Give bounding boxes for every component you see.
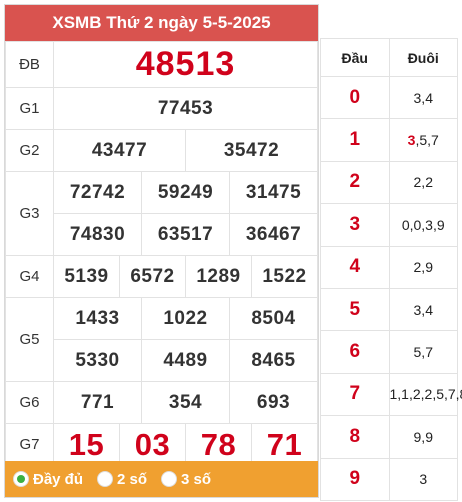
prize-label: G7 [5, 423, 54, 466]
option-2-digits[interactable]: 2 số [97, 471, 147, 488]
loto-row: 8 9,9 [320, 415, 458, 459]
prize-row-g3-b: 74830 63517 36467 [6, 213, 318, 256]
loto-row: 0 3,4 [320, 75, 458, 120]
loto-head: 9 [320, 457, 390, 501]
prize-row-g1: G1 77453 [5, 87, 318, 130]
prize-label: G3 [5, 171, 54, 256]
prize-number: 36467 [245, 223, 302, 245]
loto-head: 0 [320, 75, 390, 120]
loto-row: 5 3,4 [320, 287, 458, 332]
loto-tail-highlight: 3 [407, 132, 416, 149]
results-panel: XSMB Thứ 2 ngày 5-5-2025 ĐB 48513 G1 774… [4, 4, 319, 498]
prize-label: G5 [5, 297, 54, 382]
loto-table: Đầu Đuôi 0 3,4 1 3,5,7 2 2,2 3 0,0,3,9 4… [320, 38, 462, 501]
prize-label: G6 [5, 381, 54, 424]
loto-tail: 1,1,2,2,5,7,8 [388, 372, 462, 417]
loto-head-header: Đầu [320, 38, 390, 77]
loto-row: 3 0,0,3,9 [320, 203, 458, 247]
radio-selected-icon[interactable] [13, 471, 29, 487]
prize-number: 74830 [69, 223, 126, 245]
prize-number: 71 [266, 426, 303, 462]
prize-number: 72742 [69, 181, 126, 203]
prize-row-g6: G6 771 354 693 [5, 381, 318, 424]
prize-row-g2: G2 43477 35472 [5, 129, 318, 172]
prize-number: 771 [80, 391, 115, 413]
prize-row-g3-a: G3 72742 59249 31475 [5, 171, 318, 256]
prize-label: G4 [5, 255, 54, 298]
prize-number: 35472 [223, 139, 280, 161]
radio-icon[interactable] [161, 471, 178, 487]
display-mode-bar: Đầy đủ 2 số 3 số [5, 461, 318, 497]
loto-row: 2 2,2 [320, 160, 458, 205]
prize-label: G1 [5, 87, 54, 130]
results-title: XSMB Thứ 2 ngày 5-5-2025 [5, 5, 318, 41]
loto-row: 9 3 [320, 457, 458, 501]
option-3-digits[interactable]: 3 số [161, 471, 211, 488]
loto-row: 4 2,9 [320, 245, 458, 289]
prize-number: 15 [68, 426, 105, 462]
loto-head: 3 [320, 203, 390, 247]
loto-panel: Đầu Đuôi 0 3,4 1 3,5,7 2 2,2 3 0,0,3,9 4… [320, 38, 462, 501]
loto-tail: 9,9 [388, 415, 458, 459]
prize-number: 8465 [251, 349, 296, 371]
prize-number: 43477 [91, 139, 148, 161]
radio-icon[interactable] [97, 471, 114, 487]
prize-row-g5-a: G5 1433 1022 8504 [5, 297, 318, 382]
loto-row: 1 3,5,7 [320, 118, 458, 162]
prize-number: 1522 [262, 265, 307, 287]
option-label: 3 số [181, 470, 212, 488]
prize-number: 6572 [130, 265, 175, 287]
prize-number: 77453 [157, 97, 214, 119]
loto-tail: 0,0,3,9 [388, 203, 458, 247]
loto-tail: 3 [388, 457, 458, 501]
prize-row-g4: G4 5139 6572 1289 1522 [5, 255, 318, 298]
loto-tail-rest: ,5,7 [415, 132, 439, 149]
prize-number: 1289 [196, 265, 241, 287]
prize-label: G2 [5, 129, 54, 172]
prize-number: 5330 [75, 349, 120, 371]
prize-number: 78 [200, 426, 237, 462]
loto-row: 7 1,1,2,2,5,7,8 [320, 372, 462, 417]
special-prize-number: 48513 [135, 45, 236, 83]
prize-number: 5139 [64, 265, 109, 287]
loto-head: 5 [320, 287, 390, 332]
option-label: Đầy đủ [33, 470, 84, 488]
loto-head: 8 [320, 415, 390, 459]
loto-tail-header: Đuôi [388, 38, 458, 77]
loto-tail: 3,4 [388, 287, 458, 332]
loto-head: 6 [320, 330, 390, 374]
prize-label: ĐB [5, 41, 54, 88]
results-table: ĐB 48513 G1 77453 G2 43477 35472 G3 7274… [5, 41, 318, 466]
prize-number: 354 [168, 391, 203, 413]
loto-head: 2 [320, 160, 390, 205]
prize-number: 693 [256, 391, 291, 413]
prize-number: 03 [134, 426, 171, 462]
prize-number: 4489 [163, 349, 208, 371]
option-full[interactable]: Đầy đủ [13, 471, 83, 488]
prize-number: 8504 [251, 307, 296, 329]
loto-tail: 3,4 [388, 75, 458, 120]
prize-row-db: ĐB 48513 [5, 41, 318, 88]
loto-head: 1 [320, 118, 390, 162]
loto-row: 6 5,7 [320, 330, 458, 374]
loto-tail: 5,7 [388, 330, 458, 374]
option-label: 2 số [117, 470, 148, 488]
prize-number: 1433 [75, 307, 120, 329]
prize-number: 63517 [157, 223, 214, 245]
loto-tail: 2,9 [388, 245, 458, 289]
loto-tail: 2,2 [388, 160, 458, 205]
loto-head: 4 [320, 245, 390, 289]
prize-number: 59249 [157, 181, 214, 203]
loto-head: 7 [320, 372, 390, 417]
prize-number: 31475 [245, 181, 302, 203]
prize-number: 1022 [163, 307, 208, 329]
prize-row-g7: G7 15 03 78 71 [5, 423, 318, 466]
prize-row-g5-b: 5330 4489 8465 [6, 339, 318, 382]
loto-tail: 3,5,7 [388, 118, 458, 162]
